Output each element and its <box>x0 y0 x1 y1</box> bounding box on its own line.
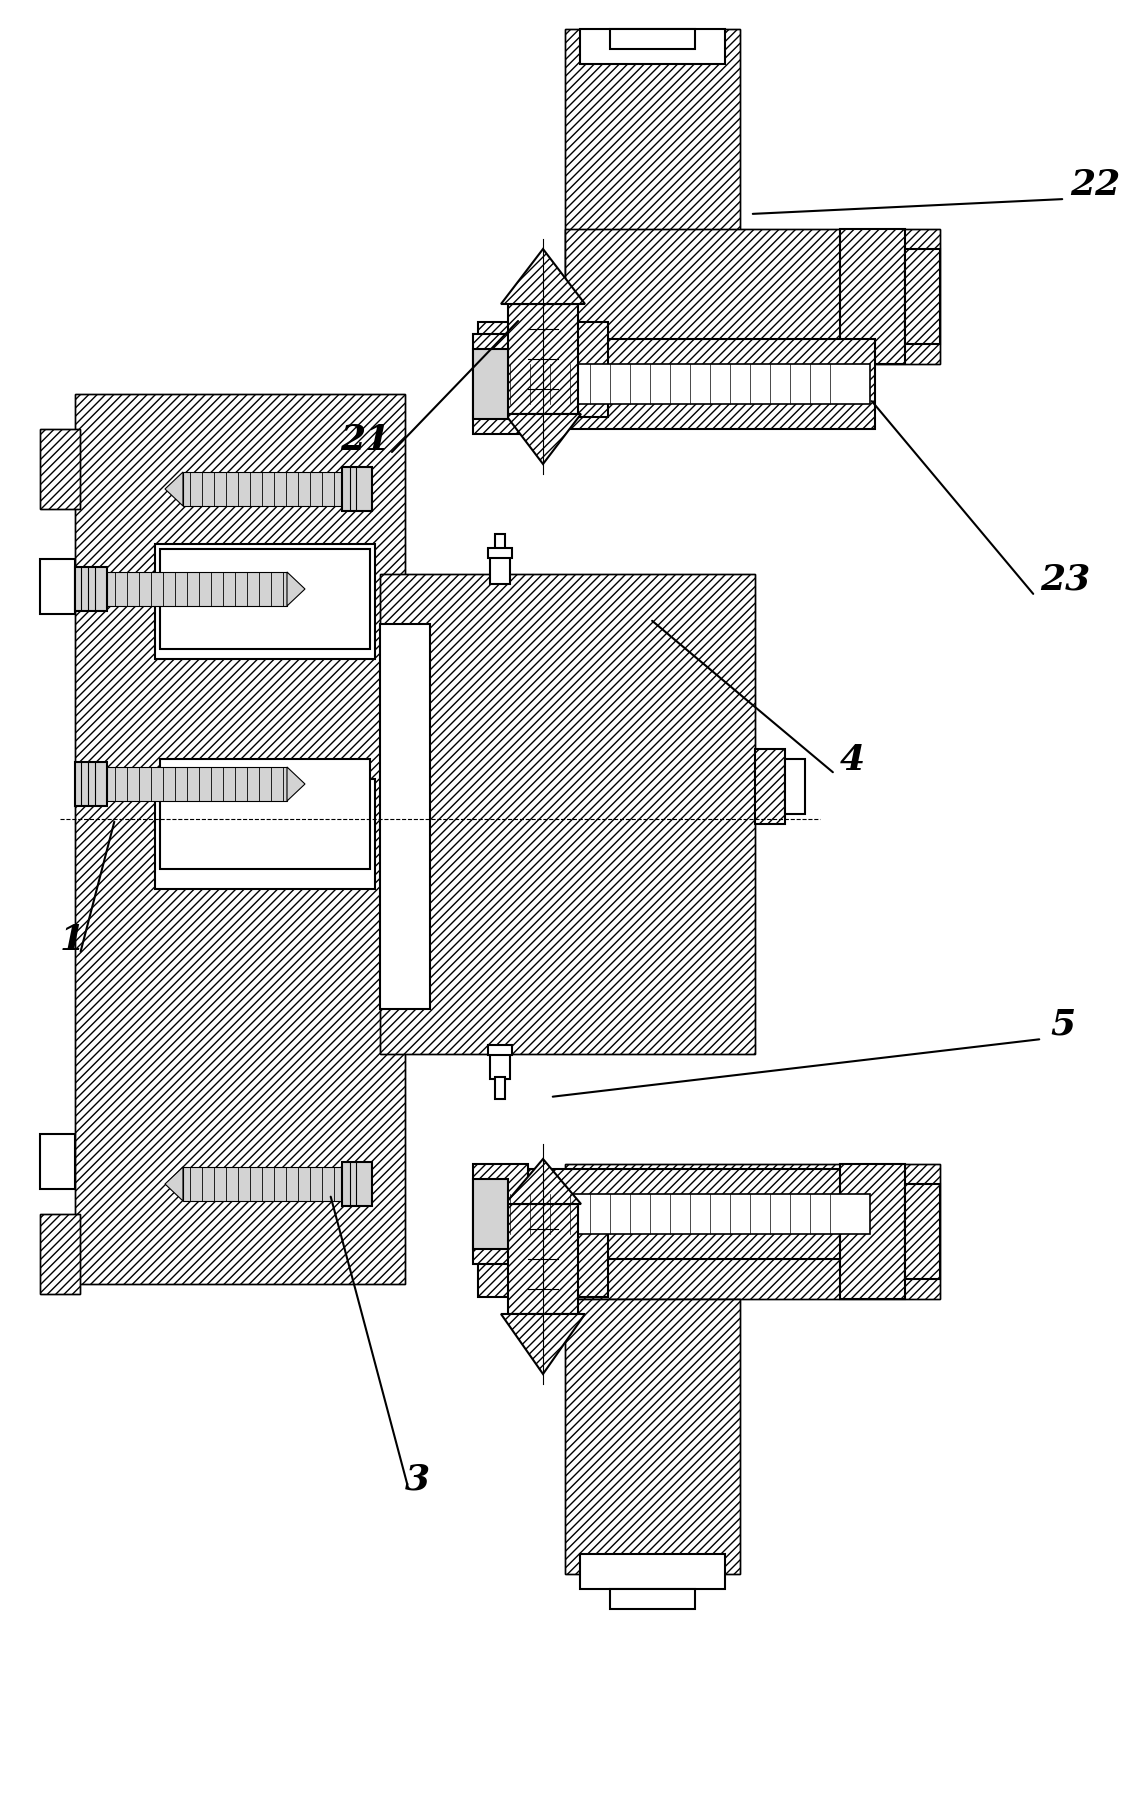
Bar <box>564 31 740 280</box>
Bar <box>905 1185 940 1280</box>
Polygon shape <box>505 415 581 464</box>
Bar <box>508 306 578 415</box>
Bar <box>40 430 80 509</box>
Bar <box>564 1300 740 1573</box>
Bar <box>581 1553 725 1589</box>
Bar <box>610 1589 695 1609</box>
Bar <box>380 624 431 1009</box>
Bar <box>160 759 370 870</box>
Bar <box>500 1194 870 1233</box>
Bar <box>564 230 940 365</box>
Bar <box>106 574 287 606</box>
Bar <box>785 759 805 814</box>
Bar <box>76 568 106 611</box>
Bar <box>755 750 785 825</box>
Bar <box>477 324 608 417</box>
Polygon shape <box>165 473 183 507</box>
Polygon shape <box>505 1160 581 1205</box>
Bar <box>564 1300 740 1573</box>
Bar <box>183 1167 344 1201</box>
Bar <box>840 1165 905 1300</box>
Bar <box>40 1214 80 1295</box>
Text: 1: 1 <box>60 922 85 957</box>
Bar <box>76 396 405 1284</box>
Polygon shape <box>502 250 585 306</box>
Bar <box>160 550 370 649</box>
Bar <box>380 575 755 1054</box>
Bar <box>342 1162 372 1206</box>
Bar <box>473 1165 528 1264</box>
Bar <box>488 548 512 559</box>
Bar <box>76 396 405 1284</box>
Polygon shape <box>287 768 305 802</box>
Bar <box>380 575 755 1054</box>
Bar <box>473 351 508 419</box>
Bar <box>495 1077 505 1099</box>
Bar <box>477 1203 608 1298</box>
Text: 5: 5 <box>1050 1007 1075 1041</box>
Bar <box>581 31 725 65</box>
Text: 23: 23 <box>1040 563 1090 597</box>
Bar <box>76 762 106 807</box>
Bar <box>40 559 76 615</box>
Bar <box>500 365 870 405</box>
Text: 3: 3 <box>405 1462 431 1496</box>
Bar <box>905 250 940 345</box>
Bar <box>564 230 940 365</box>
Bar <box>490 556 510 584</box>
Bar <box>840 230 905 365</box>
Bar <box>40 1214 80 1295</box>
Polygon shape <box>287 574 305 606</box>
Bar <box>342 467 372 512</box>
Bar <box>564 1165 940 1300</box>
Bar <box>155 780 376 890</box>
Polygon shape <box>165 1167 183 1201</box>
Bar <box>488 1045 512 1055</box>
Bar <box>564 31 740 280</box>
Text: 4: 4 <box>840 743 866 777</box>
Bar <box>155 545 376 660</box>
Bar <box>564 1165 940 1300</box>
Bar <box>106 768 287 802</box>
Bar <box>610 31 695 50</box>
Bar <box>40 430 80 509</box>
Text: 21: 21 <box>340 423 390 457</box>
Bar <box>495 534 505 557</box>
Bar <box>490 1050 510 1079</box>
Bar <box>473 334 528 435</box>
Bar <box>183 473 344 507</box>
Polygon shape <box>502 1314 585 1374</box>
Text: 22: 22 <box>1069 167 1120 201</box>
Bar <box>508 1205 578 1314</box>
Bar <box>40 1135 76 1188</box>
Bar <box>473 1179 508 1250</box>
Bar <box>480 1169 875 1259</box>
Bar <box>480 340 875 430</box>
